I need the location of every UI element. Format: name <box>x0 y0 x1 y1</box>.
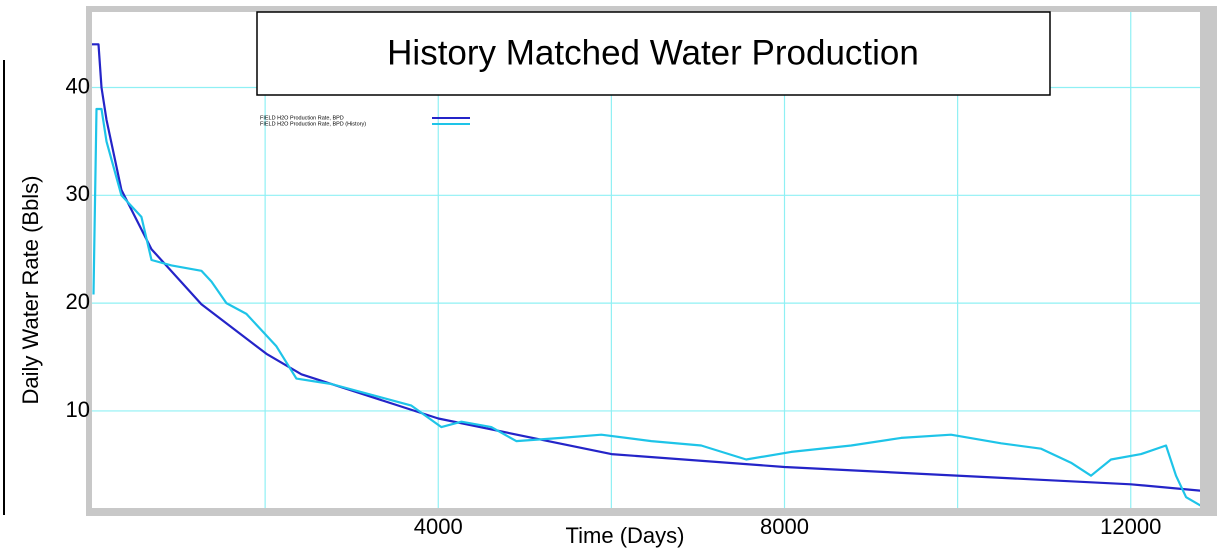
y-tick-label: 30 <box>66 181 90 206</box>
legend-label: FIELD H2O Production Rate, BPD (History) <box>260 121 366 127</box>
x-tick-label: 8000 <box>760 514 809 539</box>
legend-label: FIELD H2O Production Rate, BPD <box>260 115 344 121</box>
chart-title: History Matched Water Production <box>387 33 919 72</box>
y-axis-label: Daily Water Rate (Bbls) <box>18 175 43 404</box>
x-axis-label: Time (Days) <box>566 523 685 548</box>
x-tick-label: 4000 <box>414 514 463 539</box>
y-tick-label: 20 <box>66 289 90 314</box>
x-tick-label: 12000 <box>1100 514 1161 539</box>
y-tick-label: 40 <box>66 73 90 98</box>
title-box <box>256 11 1051 96</box>
y-tick-label: 10 <box>66 397 90 422</box>
series-line <box>92 107 1200 507</box>
series-line <box>92 43 1200 492</box>
